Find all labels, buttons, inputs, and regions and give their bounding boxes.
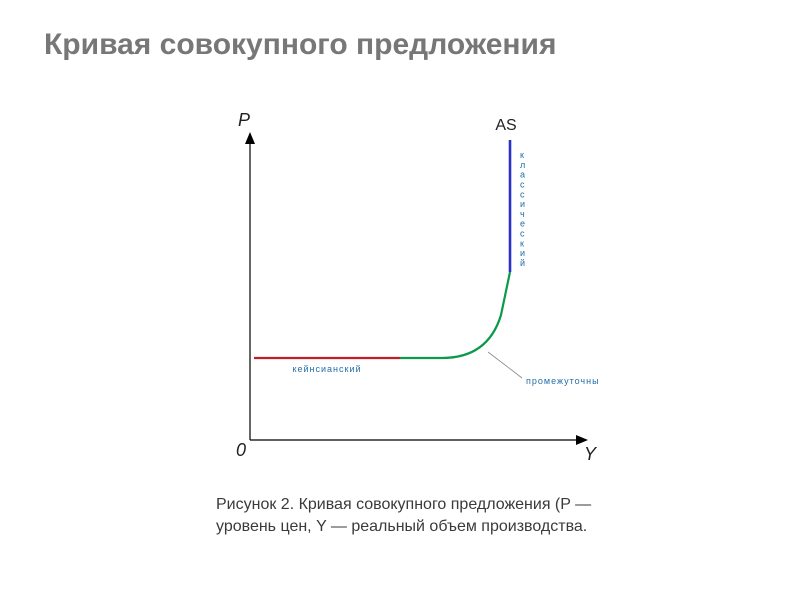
svg-text:ч: ч [520,209,525,219]
svg-text:с: с [520,229,525,239]
svg-text:с: с [520,189,525,199]
svg-text:0: 0 [236,440,246,460]
as-curve-chart: 0PYкейнсианскийпромежуточныйклассический… [200,100,600,480]
svg-text:AS: AS [495,117,516,134]
svg-text:л: л [520,160,525,170]
svg-text:и: и [520,248,525,258]
svg-text:кейнсианский: кейнсианский [292,364,361,374]
svg-text:P: P [238,110,250,130]
svg-text:Y: Y [584,444,598,464]
svg-text:е: е [520,219,525,229]
svg-text:и: и [520,199,525,209]
page-title: Кривая совокупного предложения [44,28,800,62]
svg-text:к: к [520,238,524,248]
figure-caption: Рисунок 2. Кривая совокупного предложени… [216,494,646,537]
svg-text:с: с [520,179,525,189]
svg-text:а: а [520,170,525,180]
svg-text:й: й [520,258,525,268]
svg-text:промежуточный: промежуточный [526,376,600,386]
svg-text:к: к [520,150,524,160]
